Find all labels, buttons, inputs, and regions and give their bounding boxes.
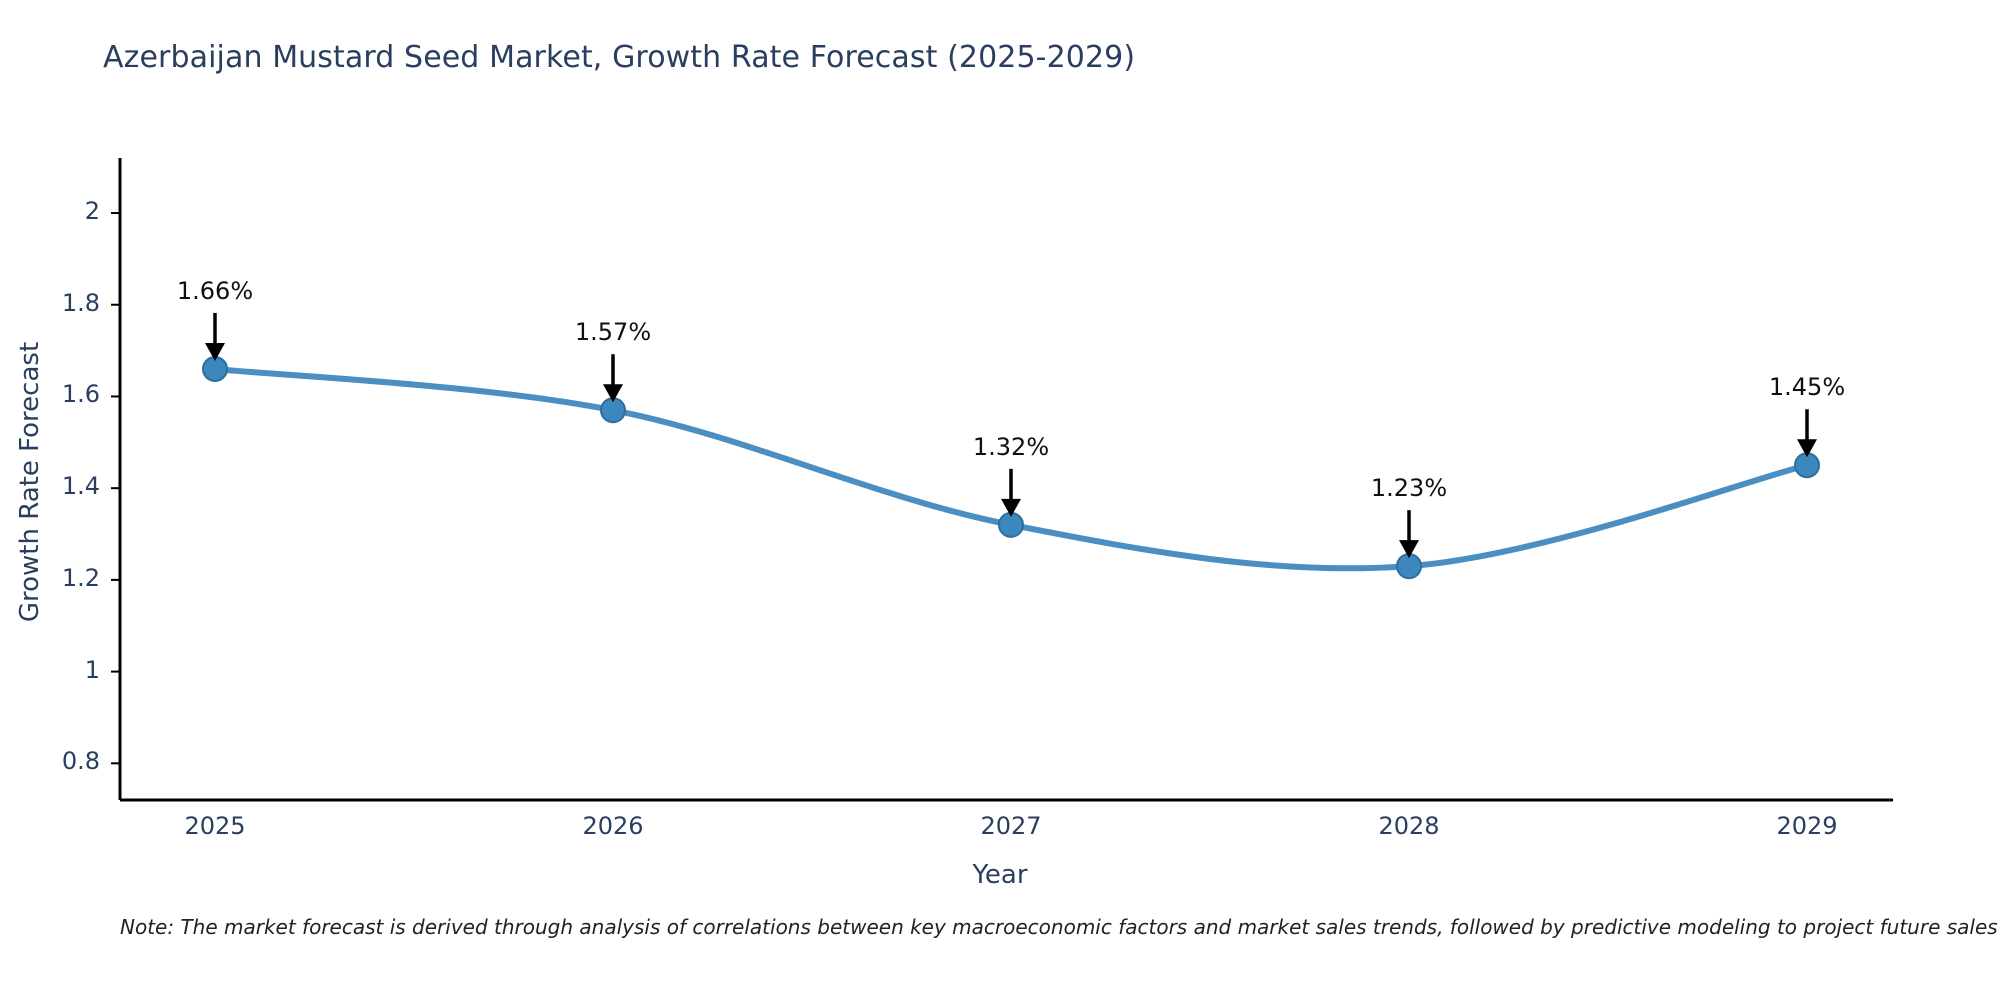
x-axis-tick-label: 2028 bbox=[1378, 812, 1440, 840]
annotation-arrow-head bbox=[205, 342, 225, 361]
data-line-series bbox=[212, 365, 1810, 572]
y-axis-tick-label: 1 bbox=[84, 655, 100, 684]
data-point-label: 1.32% bbox=[972, 432, 1050, 461]
annotation-arrow-head bbox=[1399, 540, 1419, 559]
y-axis-tick-label: 1.4 bbox=[61, 472, 100, 501]
y-axis-tick-label: 1.2 bbox=[61, 563, 100, 592]
y-axis-tick-marks bbox=[111, 212, 120, 765]
data-point-label: 1.57% bbox=[574, 318, 652, 347]
data-point-label: 1.66% bbox=[176, 276, 254, 305]
annotation-arrow-head bbox=[1001, 498, 1021, 517]
y-axis-tick-label: 1.8 bbox=[61, 288, 100, 317]
x-axis-tick-label: 2026 bbox=[582, 812, 644, 840]
y-axis-tick-label: 1.6 bbox=[61, 380, 100, 409]
chart-footnote: Note: The market forecast is derived thr… bbox=[120, 915, 1998, 939]
x-axis-title: Year bbox=[972, 860, 1028, 890]
x-axis-tick-label: 2027 bbox=[980, 812, 1042, 840]
x-axis-tick-label: 2029 bbox=[1776, 812, 1838, 840]
y-axis-tick-label: 2 bbox=[84, 197, 100, 226]
chart-title: Azerbaijan Mustard Seed Market, Growth R… bbox=[103, 40, 1136, 75]
x-axis-tick-label: 2025 bbox=[184, 812, 246, 840]
y-axis-tick-label: 0.8 bbox=[61, 747, 100, 776]
annotation-arrows bbox=[205, 312, 1817, 559]
data-point-label: 1.23% bbox=[1370, 474, 1448, 503]
annotation-arrow-head bbox=[603, 384, 623, 403]
data-point-label: 1.45% bbox=[1768, 373, 1846, 402]
annotation-arrow-head bbox=[1797, 439, 1817, 458]
